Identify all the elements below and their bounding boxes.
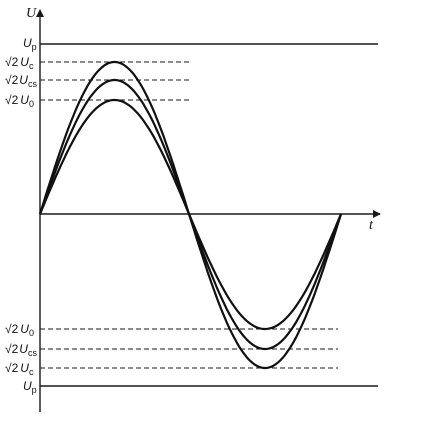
cs-bottom-label: √2Ucs — [5, 342, 37, 358]
curve-u0 — [38, 98, 343, 331]
c-bottom-label: √2 Uc — [5, 361, 34, 377]
cs-top-label: √2Ucs — [5, 73, 37, 89]
up-bottom-label: Up — [23, 379, 37, 395]
zero-bottom-label: √2 U0 — [5, 322, 34, 338]
x-axis-label: t — [369, 218, 374, 233]
y-axis-label: U — [26, 6, 37, 21]
c-top-label: √2 Uc — [5, 55, 34, 71]
up-top-label: Up — [23, 36, 37, 52]
zero-top-label: √2 U0 — [5, 93, 34, 109]
